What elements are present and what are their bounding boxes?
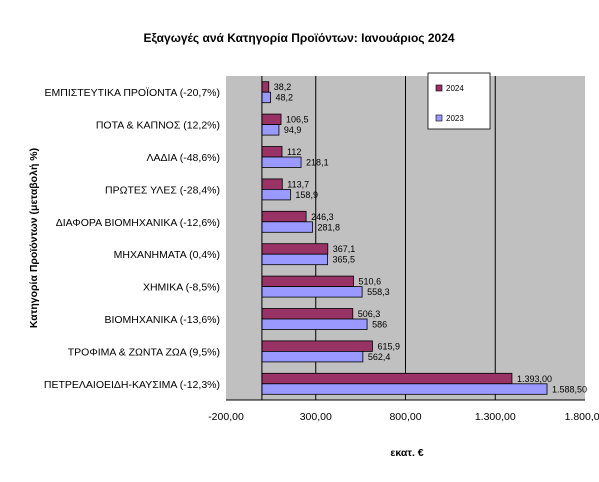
x-tick-label: -200,00 [208,411,244,423]
data-label: 506,3 [358,309,381,319]
bar-2023 [261,124,280,136]
x-tick-labels: -200,00 300,00 800,00 1.300,00 1.800,00 [208,411,599,423]
category-label: ΛΑΔΙΑ (-48,6%) [146,152,220,164]
legend-label-2023: 2023 [446,114,464,123]
bar-2024 [261,178,283,190]
data-label: 558,3 [367,287,390,297]
bar-2024 [261,308,354,320]
bar-2023 [261,156,302,168]
data-label: 106,5 [286,115,309,125]
data-label: 48,2 [276,93,294,103]
data-label: 38,2 [274,82,292,92]
bar-2023 [261,350,364,363]
bar-2024 [261,146,283,158]
data-label: 158,9 [295,190,318,200]
legend-swatch-2023 [435,114,443,122]
x-tick-label: 800,00 [389,411,421,423]
data-label: 1.393,00 [517,374,552,384]
legend-swatch-2024 [435,84,443,92]
data-label: 1.588,50 [552,384,587,394]
bar-2023 [261,286,363,298]
bar-2024 [261,275,354,288]
bar-2023 [261,318,368,330]
legend-label-2024: 2024 [446,84,464,93]
data-label: 367,1 [333,244,356,254]
category-label: ΠΡΩΤΕΣ ΥΛΕΣ (-28,4%) [105,184,220,196]
bar-2024 [261,81,270,93]
bar-2024 [261,340,373,352]
category-label: ΧΗΜΙΚΑ (-8,5%) [143,282,220,294]
data-label: 365,5 [333,255,356,265]
data-label: 615,9 [377,341,400,351]
data-label: 281,8 [317,222,340,232]
data-label: 562,4 [368,352,391,362]
category-label: ΤΡΟΦΙΜΑ & ΖΩΝΤΑ ΖΩΑ (9,5%) [68,346,220,358]
legend: 2024 2023 [427,72,491,130]
x-tick-label: 1.300,00 [475,411,516,423]
category-label: ΔΙΑΦΟΡΑ ΒΙΟΜΗΧΑΝΙΚΑ (-12,6%) [56,217,220,229]
category-label: ΠΕΤΡΕΛΑΙΟΕΙΔΗ-ΚΑΥΣΙΜΑ (-12,3%) [44,379,220,391]
data-label: 510,6 [359,277,382,287]
category-label: ΠΟΤΑ & ΚΑΠΝΟΣ (12,2%) [96,120,220,132]
bar-2024 [261,243,329,255]
x-tick-label: 1.800,00 [565,411,599,423]
bar-2024 [261,210,307,223]
category-labels: ΕΜΠΙΣΤΕΥΤΙΚΑ ΠΡΟΪΟΝΤΑ (-20,7%) ΠΟΤΑ & ΚΑΠ… [44,87,220,391]
bar-2023 [261,221,313,233]
category-label: ΜΗΧΑΝΗΜΑΤΑ (0,4%) [114,249,220,261]
data-label: 246,3 [311,212,334,222]
bar-2024 [261,372,513,385]
bar-2023 [261,188,291,201]
chart-title: Εξαγωγές ανά Κατηγορία Προϊόντων: Ιανουά… [143,31,454,45]
data-label: 113,7 [287,179,309,189]
bar-2024 [261,113,282,125]
bar-2023 [261,253,328,266]
x-tick-label: 300,00 [300,411,332,423]
y-axis-label: Κατηγορία Προϊόντων (μεταβολή %) [28,148,40,328]
data-label: 586 [372,320,387,330]
category-label: ΕΜΠΙΣΤΕΥΤΙΚΑ ΠΡΟΪΟΝΤΑ (-20,7%) [45,87,221,99]
category-label: ΒΙΟΜΗΧΑΝΙΚΑ (-13,6%) [104,314,220,326]
bar-2023 [261,91,271,104]
bars [261,81,548,395]
data-label: 112 [287,147,301,157]
data-label: 218,1 [306,158,329,168]
bar-2023 [261,383,548,395]
x-axis-label: εκατ. € [390,447,423,459]
data-label: 94,9 [284,125,302,135]
